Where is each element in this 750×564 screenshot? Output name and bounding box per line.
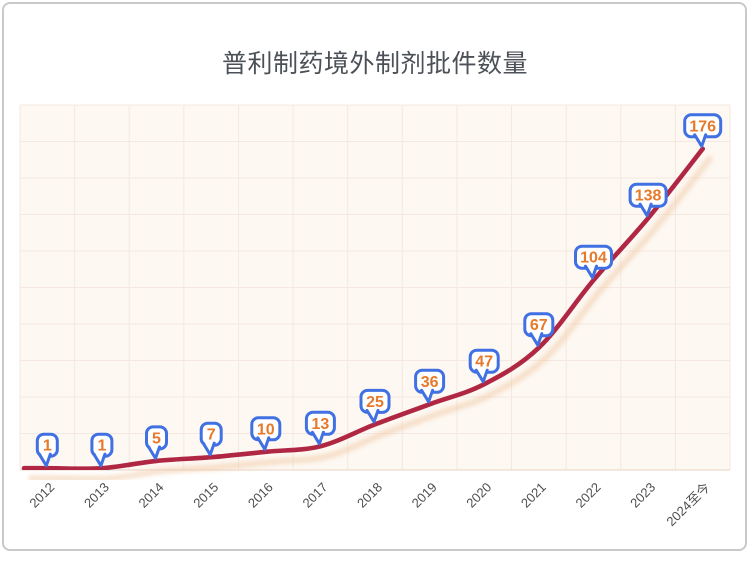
x-axis-label: 2013 <box>81 480 112 511</box>
data-label-callout: 47 <box>468 348 500 384</box>
data-label-callout: 1 <box>90 432 114 468</box>
data-label-callout: 138 <box>628 182 668 218</box>
callout-tail <box>256 436 271 451</box>
data-label-callout: 176 <box>683 113 723 148</box>
data-label-value: 1 <box>43 438 52 455</box>
callout-tail <box>638 202 653 218</box>
callout-tail <box>365 408 380 424</box>
callout-tail <box>529 332 544 347</box>
x-axis-labels: 2012 2013 2014 2015 2016 2017 2018 2019 2020 2021… <box>26 480 712 529</box>
data-label-callout: 5 <box>145 425 168 460</box>
callout-tail <box>584 264 598 280</box>
data-label-callout: 10 <box>250 416 282 451</box>
callout-tail <box>693 133 708 148</box>
data-label-callout: 36 <box>414 368 446 404</box>
data-label-callout: 7 <box>199 421 223 457</box>
x-axis-label: 2017 <box>299 480 330 511</box>
data-label-callout: 13 <box>304 410 336 446</box>
series-line-shadow <box>28 155 713 480</box>
data-label-value: 176 <box>689 118 716 135</box>
series-line <box>21 146 705 470</box>
x-axis-label: 2014 <box>136 480 167 511</box>
callout-tail <box>147 445 161 460</box>
x-axis-label: 2012 <box>26 480 57 511</box>
x-axis-label: 2024至今 <box>663 480 712 529</box>
data-label-callout: 25 <box>359 388 391 424</box>
data-label-value: 13 <box>312 416 330 433</box>
callout-tail <box>474 368 489 384</box>
data-label-value: 10 <box>257 421 275 438</box>
x-axis-label: 2020 <box>463 480 494 511</box>
x-axis-label: 2018 <box>354 480 385 511</box>
x-axis-label: 2022 <box>573 480 604 511</box>
chart-title: 普利制药境外制剂批件数量 <box>221 50 528 78</box>
callout-tail <box>37 452 52 468</box>
data-label-value: 47 <box>475 354 493 371</box>
data-label-value: 67 <box>530 317 548 334</box>
data-label-callout: 104 <box>574 244 613 280</box>
x-axis-label: 2021 <box>518 480 549 511</box>
callout-tail <box>92 452 107 468</box>
data-label-value: 36 <box>421 374 439 391</box>
data-label-value: 104 <box>580 250 607 267</box>
x-axis-label: 2023 <box>627 480 658 511</box>
callout-tail <box>201 441 216 457</box>
data-label-value: 7 <box>207 427 216 444</box>
data-label-value: 1 <box>97 438 106 455</box>
data-label-callout: 1 <box>35 432 59 468</box>
x-axis-label: 2019 <box>409 480 440 511</box>
x-axis-label: 2016 <box>245 480 276 511</box>
data-label-callout: 67 <box>523 312 555 347</box>
x-axis-label: 2015 <box>190 480 221 511</box>
callout-tail <box>420 388 435 404</box>
data-label-value: 5 <box>152 430 161 447</box>
callout-tail <box>310 430 325 446</box>
data-label-value: 25 <box>366 394 384 411</box>
data-label-value: 138 <box>635 188 662 205</box>
